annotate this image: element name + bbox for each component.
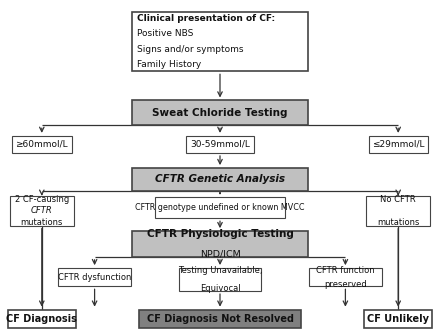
FancyBboxPatch shape [369, 136, 428, 153]
Text: CFTR dysfunction: CFTR dysfunction [58, 273, 131, 282]
FancyBboxPatch shape [12, 136, 72, 153]
FancyBboxPatch shape [139, 309, 301, 328]
FancyBboxPatch shape [132, 231, 308, 257]
Text: Testing Unavailable,: Testing Unavailable, [178, 266, 262, 275]
Text: CF Diagnosis: CF Diagnosis [6, 314, 77, 324]
Text: Clinical presentation of CF:: Clinical presentation of CF: [137, 14, 275, 23]
Text: mutations: mutations [21, 218, 63, 227]
Text: Signs and/or symptoms: Signs and/or symptoms [137, 44, 244, 53]
FancyBboxPatch shape [132, 168, 308, 191]
Text: NPD/ICM: NPD/ICM [200, 249, 240, 258]
Text: Family History: Family History [137, 60, 202, 69]
Text: preserved: preserved [324, 280, 367, 289]
FancyBboxPatch shape [180, 268, 260, 291]
Text: No CFTR: No CFTR [381, 195, 416, 204]
FancyBboxPatch shape [58, 268, 131, 286]
FancyBboxPatch shape [186, 136, 254, 153]
Text: Equivocal: Equivocal [200, 284, 240, 293]
Text: Positive NBS: Positive NBS [137, 30, 194, 39]
Text: mutations: mutations [377, 218, 419, 227]
FancyBboxPatch shape [367, 196, 430, 226]
Text: Sweat Chloride Testing: Sweat Chloride Testing [152, 108, 288, 118]
Text: CFTR function: CFTR function [316, 266, 375, 275]
Text: CF Unlikely: CF Unlikely [367, 314, 429, 324]
FancyBboxPatch shape [132, 12, 308, 71]
Text: 30-59mmol/L: 30-59mmol/L [190, 140, 250, 149]
Text: CF Diagnosis Not Resolved: CF Diagnosis Not Resolved [147, 314, 293, 324]
Text: CFTR: CFTR [31, 206, 53, 215]
Text: CFTR Physiologic Testing: CFTR Physiologic Testing [147, 229, 293, 239]
FancyBboxPatch shape [132, 100, 308, 125]
FancyBboxPatch shape [10, 196, 74, 226]
FancyBboxPatch shape [155, 197, 285, 218]
FancyBboxPatch shape [309, 268, 382, 286]
Text: ≥60mmol/L: ≥60mmol/L [15, 140, 68, 149]
FancyBboxPatch shape [364, 309, 433, 328]
Text: ≤29mmol/L: ≤29mmol/L [372, 140, 425, 149]
Text: 2 CF-causing: 2 CF-causing [15, 195, 69, 204]
FancyBboxPatch shape [8, 309, 76, 328]
Text: CFTR Genetic Analysis: CFTR Genetic Analysis [155, 174, 285, 184]
Text: CFTR genotype undefined or known MVCC: CFTR genotype undefined or known MVCC [135, 203, 305, 212]
